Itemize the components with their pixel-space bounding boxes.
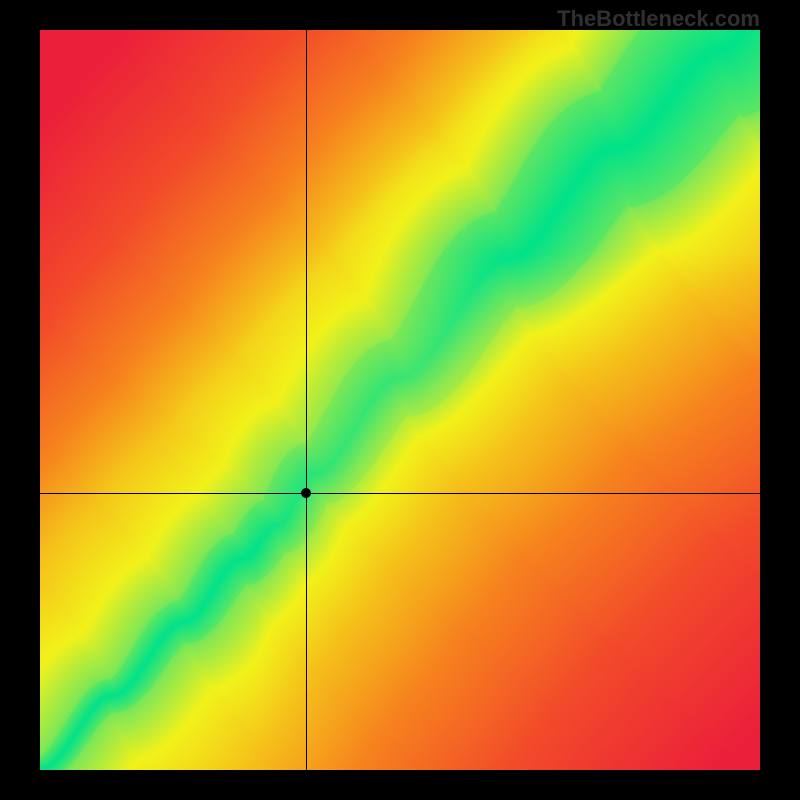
watermark-text: TheBottleneck.com [557,6,760,32]
crosshair-horizontal [40,493,760,494]
bottleneck-heatmap [40,30,760,770]
heatmap-canvas [40,30,760,770]
selection-marker [301,488,311,498]
crosshair-vertical [306,30,307,770]
